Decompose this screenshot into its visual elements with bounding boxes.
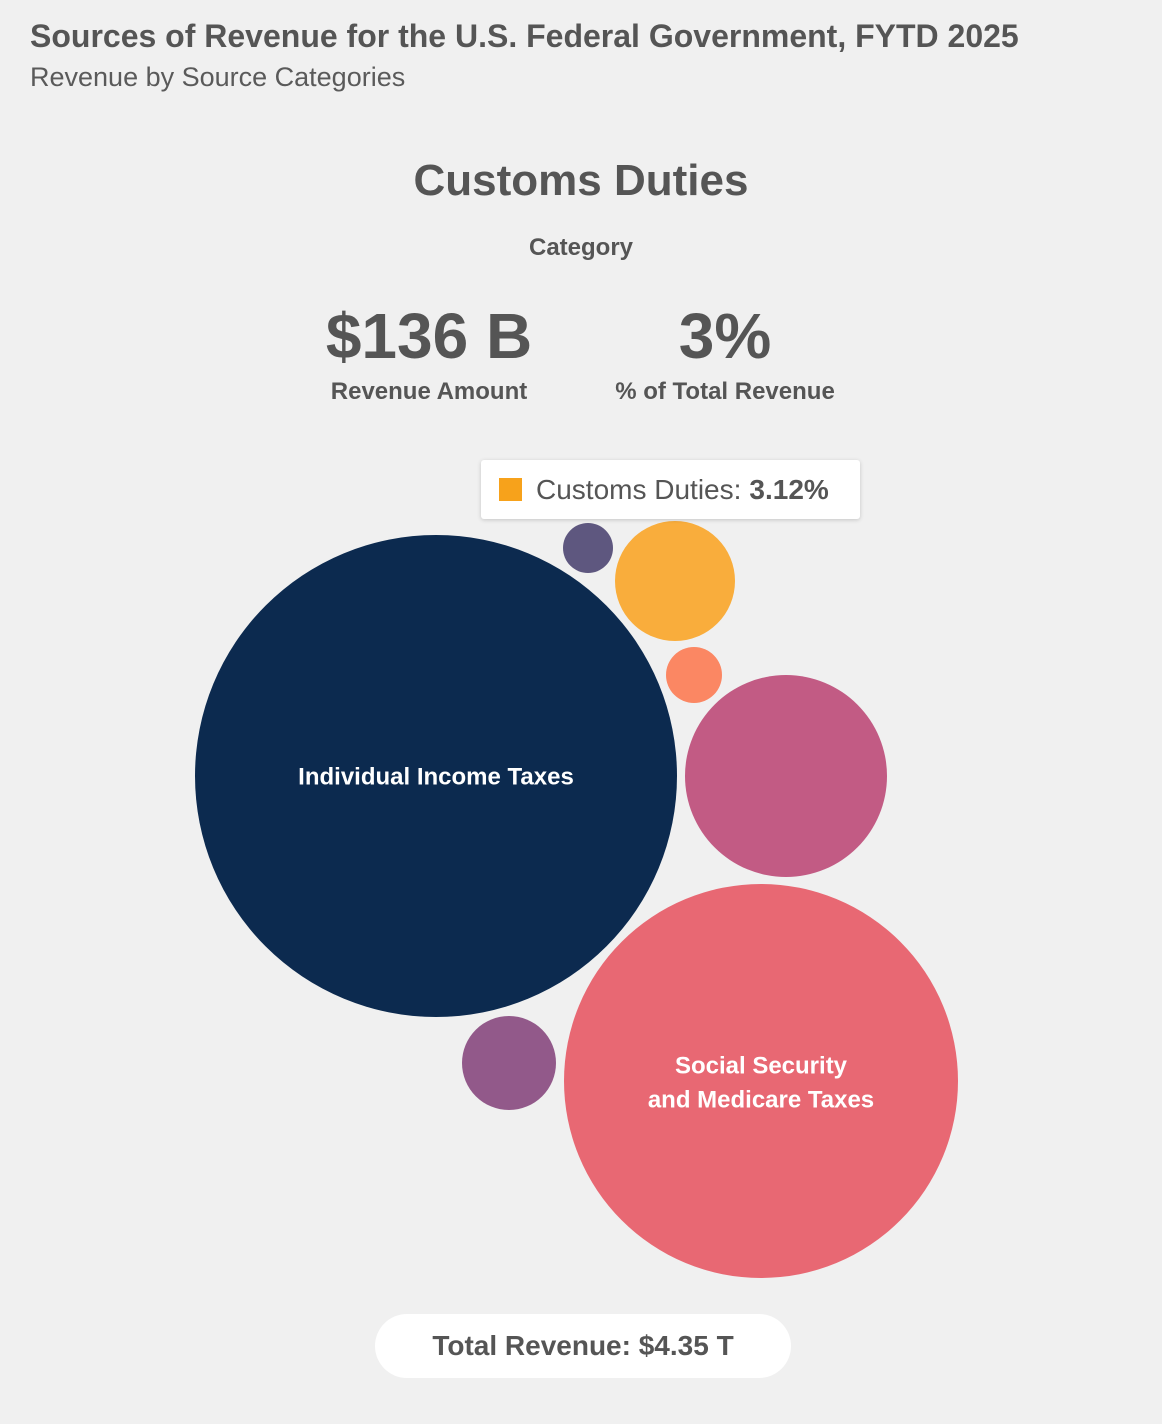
percent-of-total-stat: 3% % of Total Revenue	[575, 298, 875, 406]
revenue-amount-stat: $136 B Revenue Amount	[279, 298, 579, 406]
bubble-unlabeled-category-2[interactable]	[685, 675, 887, 877]
selected-category-type: Category	[528, 234, 634, 261]
tooltip-label: Customs Duties:	[536, 473, 742, 505]
chart-subtitle: Revenue by Source Categories	[30, 62, 406, 92]
tooltip-color-swatch	[499, 478, 522, 501]
bubble-unlabeled-category-4[interactable]	[462, 1016, 556, 1110]
selected-category-name: Customs Duties	[413, 156, 749, 205]
percent-of-total-label: % of Total Revenue	[615, 378, 835, 405]
percent-of-total-value: 3%	[678, 300, 772, 372]
bubble-label-individual-income-taxes-0: Individual Income Taxes	[298, 763, 574, 790]
revenue-amount-label: Revenue Amount	[330, 378, 528, 405]
bubble-social-security-and-medicare-taxes[interactable]	[564, 884, 958, 1278]
bubble-tooltip: Customs Duties: 3.12%	[481, 460, 860, 519]
bubble-label-social-security-and-medicare-taxes-0: Social Security	[675, 1052, 848, 1079]
bubble-unlabeled-category-5[interactable]	[666, 647, 722, 703]
total-revenue-badge: Total Revenue: $4.35 T	[375, 1314, 791, 1378]
chart-title: Sources of Revenue for the U.S. Federal …	[30, 18, 1019, 54]
bubble-unlabeled-category-6[interactable]	[563, 523, 613, 573]
tooltip-value: 3.12%	[749, 473, 829, 505]
bubble-label-social-security-and-medicare-taxes-1: and Medicare Taxes	[648, 1086, 874, 1113]
bubble-individual-income-taxes[interactable]	[195, 535, 677, 1017]
revenue-amount-value: $136 B	[325, 300, 533, 372]
bubble-customs-duties[interactable]	[615, 521, 735, 641]
